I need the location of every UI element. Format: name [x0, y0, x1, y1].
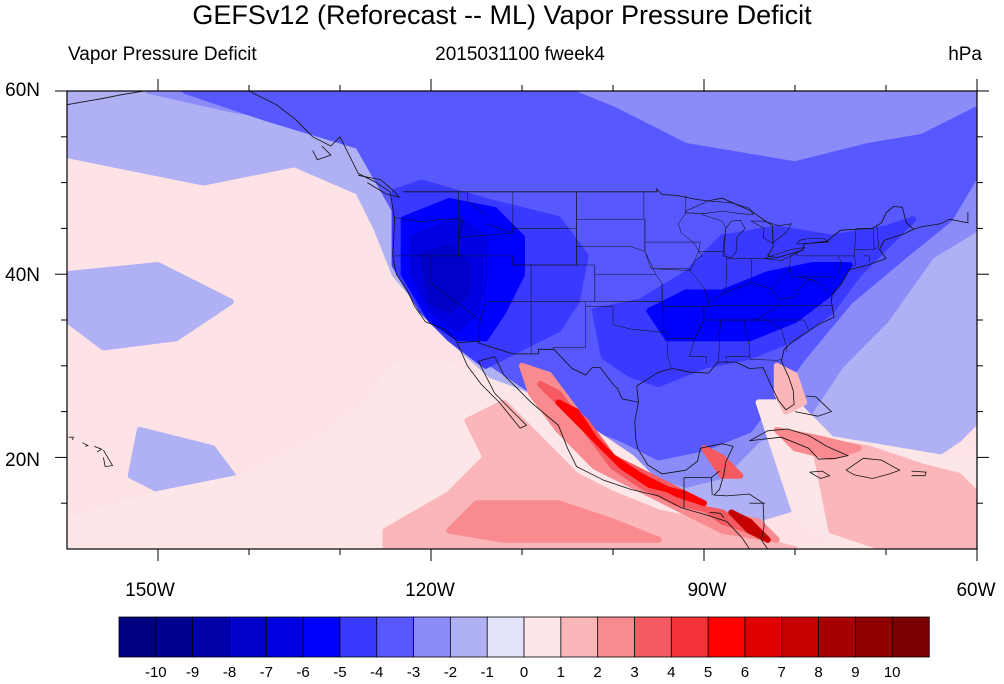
coastline-2	[634, 402, 769, 549]
colorbar-label: -1	[480, 664, 494, 681]
colorbar-label: 5	[703, 664, 713, 681]
contour-region-10	[418, 243, 471, 314]
contour-region-19	[728, 509, 771, 543]
colorbar-label: 4	[667, 664, 676, 681]
colorbar-label: -8	[222, 664, 237, 681]
contour-region-20	[701, 445, 744, 479]
colorbar-label: 1	[556, 664, 565, 681]
lat-label-60n: 60N	[5, 80, 40, 101]
state-border-33	[700, 213, 727, 252]
colorbar-label: -6	[296, 664, 310, 681]
variable-label: Vapor Pressure Deficit	[68, 44, 257, 65]
colorbar-label: 8	[814, 664, 823, 681]
state-border-10	[576, 191, 645, 220]
lon-label-120w: 120W	[405, 580, 455, 601]
country-border-3	[711, 470, 720, 478]
state-border-22	[694, 319, 721, 363]
contour-region-17	[446, 500, 662, 543]
state-border-26	[704, 305, 834, 307]
colorbar-label: 3	[630, 664, 639, 681]
lon-label-60w: 60W	[956, 580, 996, 601]
coastline-15	[794, 395, 833, 417]
state-border-25	[749, 356, 783, 361]
lake-outline-3	[763, 247, 806, 261]
colorbar-label: 10	[883, 664, 901, 681]
colorbar-label: -3	[406, 664, 421, 681]
vpd-contours	[67, 91, 977, 549]
coastline-0	[389, 191, 751, 549]
lake-outline-4	[796, 238, 830, 245]
coastline-4	[845, 457, 901, 479]
geographic-outlines	[67, 91, 969, 549]
country-border-1	[457, 340, 639, 403]
coastline-7	[103, 449, 114, 468]
contour-region-8	[646, 262, 853, 342]
colorbar-label: -5	[333, 664, 347, 681]
coastline-6	[911, 470, 927, 477]
coastline-3	[749, 428, 850, 460]
state-border-39	[771, 279, 816, 301]
state-border-14	[552, 301, 586, 350]
contour-region-14	[810, 436, 977, 549]
state-border-38	[799, 276, 829, 294]
chart-title: GEFSv12 (Reforecast -- ML) Vapor Pressur…	[192, 0, 812, 30]
colorbar-label: -10	[144, 664, 167, 681]
coastline-9	[82, 442, 89, 447]
state-border-40	[837, 255, 857, 267]
state-border-1	[394, 255, 481, 342]
country-border-4	[709, 512, 725, 519]
colorbar-label: 9	[851, 664, 860, 681]
state-border-44	[874, 225, 879, 250]
country-border-2	[683, 477, 713, 508]
coastline-12	[248, 91, 391, 193]
state-border-41	[853, 228, 873, 256]
contour-region-1	[67, 262, 234, 351]
coastline-13	[358, 174, 401, 199]
coastline-5	[809, 470, 831, 479]
colorbar-label: 2	[593, 664, 602, 681]
state-border-32	[693, 241, 701, 252]
state-border-2	[394, 217, 464, 257]
contour-region-22	[773, 362, 808, 415]
forecast-date-label: 2015031100 fweek4	[435, 44, 605, 65]
lat-label-40n: 40N	[5, 265, 40, 286]
coastline-8	[68, 436, 74, 441]
colorbar-label: 0	[519, 664, 529, 681]
map-field	[67, 91, 977, 549]
state-border-15	[585, 306, 672, 368]
state-border-4	[467, 191, 577, 234]
coastline-10	[94, 446, 103, 453]
coastline-14	[312, 145, 332, 161]
axis-ticks	[55, 79, 989, 561]
units-label: hPa	[948, 44, 982, 65]
colorbar-label: -2	[443, 664, 458, 681]
lon-label-90w: 90W	[687, 580, 727, 601]
state-border-29	[755, 319, 809, 331]
state-border-43	[863, 255, 870, 263]
lake-outline-2	[750, 220, 792, 244]
contour-region-18	[555, 399, 707, 507]
colorbar-label: -9	[185, 664, 200, 681]
state-border-16	[613, 301, 665, 333]
state-border-27	[702, 306, 705, 321]
coastline-1	[636, 211, 969, 411]
colorbar-label: -4	[370, 664, 384, 681]
state-border-21	[667, 338, 707, 364]
coastline-11	[67, 91, 145, 106]
colorbar-label: -7	[259, 664, 273, 681]
country-border-0	[403, 188, 914, 259]
colorbar-label: 6	[740, 664, 750, 681]
lake-outline-0	[684, 200, 754, 216]
state-border-7	[512, 255, 532, 302]
contour-region-21	[773, 426, 862, 461]
lon-label-150w: 150W	[125, 580, 175, 601]
state-border-30	[708, 255, 791, 302]
state-border-31	[690, 251, 728, 295]
colorbar-label: 7	[777, 664, 786, 681]
lake-outline-1	[722, 219, 746, 259]
lat-label-20n: 20N	[5, 450, 40, 471]
